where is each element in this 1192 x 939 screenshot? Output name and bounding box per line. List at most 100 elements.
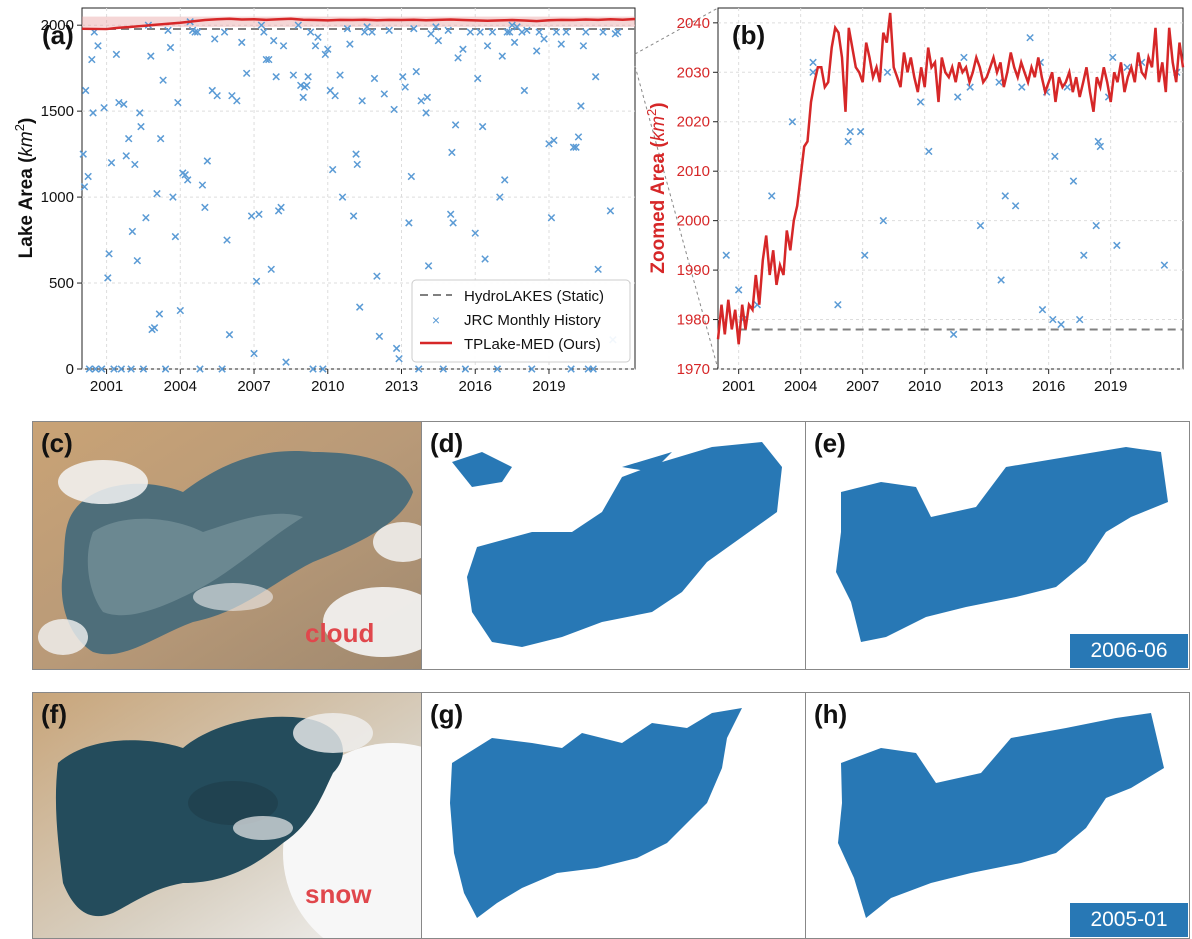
jrc-point [81,86,90,95]
panel-h-date-badge: 2005-01 [1070,903,1188,937]
jrc-point [122,152,130,160]
panel-f-note: snow [305,879,372,909]
jrc-point [89,109,97,117]
jrc-point [594,265,602,274]
jrc-point [107,158,116,167]
y-tick-label: 1990 [677,262,710,279]
jrc-point [88,55,96,64]
jrc-point [196,365,204,373]
jrc-point [954,93,962,101]
jrc-point [262,55,271,64]
jrc-point [401,83,409,91]
panel-d-image [452,442,782,647]
jrc-point [321,50,330,59]
jrc-point [1094,137,1102,146]
panel-c-note: cloud [305,618,375,648]
jrc-point [399,73,407,81]
jrc-point [1075,315,1084,324]
jrc-point [424,262,433,270]
jrc-point [104,274,112,282]
jrc-point [375,332,384,341]
jrc-point [97,365,106,373]
jrc-point [1096,142,1105,151]
jrc-point [328,165,337,174]
jrc-point [238,38,246,47]
jrc-point [949,330,958,339]
jrc-point [1026,33,1034,42]
chart-b-tplake-line [716,12,1185,345]
jrc-point [220,28,229,36]
chart-b: 2001 2004 2007 2010 2013 2016 2019 1970 1980 199… [644,7,1185,395]
jrc-point [115,98,123,107]
jrc-point [336,71,344,79]
jrc-point [883,68,892,77]
jrc-point [976,221,985,230]
y-tick-label: 2010 [677,163,710,180]
chart-a-tplake-line [81,17,636,31]
jrc-point [128,227,137,236]
jrc-point [392,344,401,353]
jrc-point [1092,221,1100,230]
panel-d-mask: (d) [421,421,806,670]
jrc-point [459,45,467,53]
y-tick-label: 0 [66,361,74,378]
y-tick-label: 1500 [41,103,74,120]
jrc-point [434,36,443,45]
y-tick-label: 2000 [41,17,74,34]
jrc-point [1160,261,1169,269]
panel-h-image [838,713,1164,918]
jrc-point [503,28,511,36]
jrc-point [1051,152,1059,161]
jrc-point [449,219,457,227]
jrc-point [427,30,435,38]
chart-b-ylabel: Zoomed Area (km2) [644,102,669,273]
jrc-point [171,232,180,241]
jrc-point [147,52,155,60]
jrc-point [1011,202,1020,210]
chart-b-frame [717,7,1184,370]
panel-e-mask: (e) 2006-06 [805,421,1190,670]
jrc-point [997,276,1005,284]
legend-tplake-label: TPLake-MED (Ours) [464,336,601,353]
y-tick-label: 1000 [41,189,74,206]
y-tick-label: 500 [49,275,74,292]
legend-hydrolakes-label: HydroLAKES (Static) [464,288,604,305]
jrc-point [1057,320,1065,329]
jrc-point [272,73,280,81]
panel-e-letter: (e) [814,428,846,458]
jrc-point [1049,315,1057,324]
jrc-point [439,365,448,373]
jrc-point [161,365,170,373]
jrc-point [79,150,87,158]
jrc-point [368,28,376,36]
jrc-point [110,365,118,373]
jrc-point [478,122,487,131]
jrc-point [444,26,452,35]
panel-f-letter: (f) [41,699,67,729]
x-tick-label: 2013 [970,378,1003,395]
jrc-point [80,183,89,191]
jrc-point [250,349,258,358]
jrc-point [532,47,541,55]
jrc-point [591,73,600,81]
jrc-point [966,83,974,91]
jrc-point [257,21,266,29]
jrc-point [299,93,307,102]
jrc-point [523,26,531,35]
jrc-point [84,172,92,181]
chart-a-y-ticks: 0 500 1000 1500 2000 [41,17,82,378]
panel-c-satellite: (c) cloud [32,421,422,670]
jrc-point [120,100,128,108]
jrc-point [550,136,558,145]
jrc-point [203,157,212,165]
jrc-point [370,74,379,83]
jrc-point [446,210,455,219]
jrc-point [473,74,482,83]
jrc-point [493,365,502,373]
jrc-point [303,81,311,90]
jrc-point [547,213,556,222]
jrc-point [183,176,192,184]
jrc-point [567,365,575,373]
jrc-point [846,127,854,136]
